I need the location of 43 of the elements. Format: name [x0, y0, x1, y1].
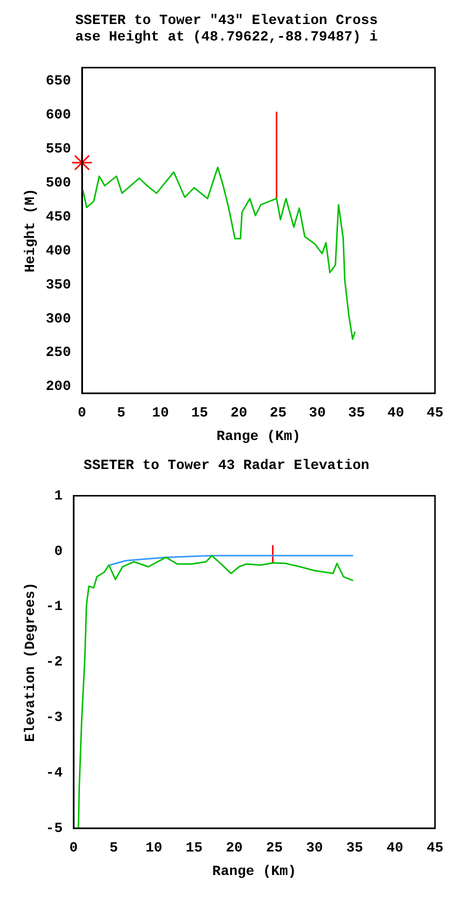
- y-tick-label: 400: [46, 243, 72, 260]
- x-tick-label: 15: [191, 405, 208, 422]
- x-tick-label: 5: [117, 405, 126, 422]
- y-tick-label: 450: [46, 209, 72, 226]
- text: ase Height at (48.79622,-88.79487) i: [75, 30, 378, 46]
- y-tick-label: -3: [46, 710, 63, 726]
- y-tick-label: 500: [46, 176, 72, 192]
- x-tick-label: 0: [78, 405, 86, 422]
- x-tick-label: 45: [426, 405, 444, 422]
- y-tick-label: -2: [46, 654, 63, 671]
- y-tick-label: -5: [46, 820, 63, 837]
- text: SSETER to Tower 43 Radar Elevation: [84, 458, 370, 474]
- x-tick-label: 5: [110, 840, 118, 856]
- x-tick-label: 40: [386, 840, 404, 856]
- x-axis-title: Range (Km): [212, 864, 296, 880]
- y-tick-label: 650: [46, 74, 72, 90]
- y-tick-label: 600: [46, 108, 72, 124]
- y-tick-label: 250: [46, 345, 72, 362]
- x-tick-label: 30: [306, 840, 323, 856]
- y-tick-label: 350: [46, 277, 72, 294]
- x-tick-label: 30: [308, 405, 326, 422]
- x-tick-label: 15: [186, 840, 202, 856]
- y-axis-title: Elevation (Degrees): [22, 582, 39, 742]
- y-tick-label: 1: [54, 488, 63, 504]
- y-tick-label: 300: [46, 311, 72, 328]
- x-tick-label: 20: [230, 405, 248, 422]
- x-axis-title: Range (Km): [216, 429, 301, 446]
- y-tick-label: 0: [54, 544, 63, 560]
- y-axis-title: Height (M): [22, 188, 39, 273]
- x-tick-label: 25: [270, 405, 287, 422]
- x-tick-label: 35: [348, 405, 365, 422]
- y-tick-label: 550: [46, 142, 72, 158]
- x-tick-label: 25: [266, 840, 283, 856]
- text: SSETER to Tower "43" Elevation Cross: [75, 12, 378, 29]
- y-tick-label: -4: [46, 766, 63, 782]
- x-tick-label: 35: [346, 840, 364, 856]
- y-tick-label: 200: [46, 379, 72, 396]
- y-tick-label: -1: [46, 599, 63, 616]
- x-tick-label: 10: [146, 840, 162, 856]
- x-tick-label: 20: [226, 840, 243, 856]
- x-tick-label: 40: [387, 405, 404, 422]
- x-tick-label: 45: [426, 840, 444, 856]
- x-tick-label: 10: [152, 405, 169, 422]
